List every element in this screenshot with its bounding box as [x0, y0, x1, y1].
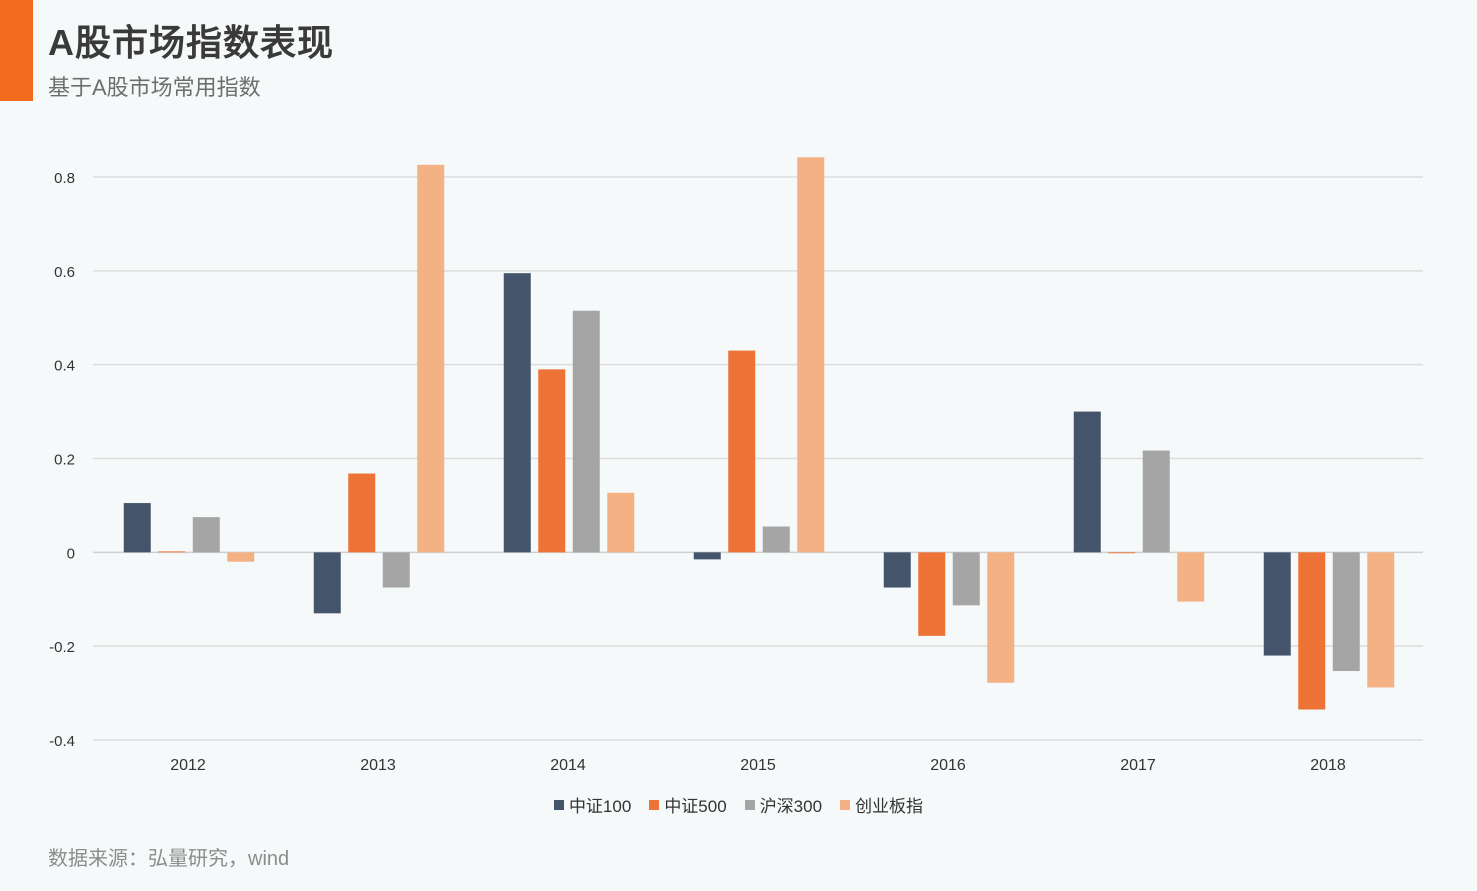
- data-source: 数据来源：弘量研究，wind: [48, 848, 290, 870]
- y-tick-label: 0: [67, 545, 75, 562]
- bar-中证500: [1108, 552, 1136, 554]
- bar-创业板指: [227, 552, 255, 562]
- bar-沪深300: [192, 517, 220, 553]
- x-tick-label: 2014: [550, 757, 586, 774]
- y-tick-label: 0.6: [54, 264, 75, 281]
- legend-swatch: [744, 799, 755, 810]
- legend-swatch: [649, 799, 660, 810]
- x-tick-label: 2018: [1310, 757, 1346, 774]
- bar-中证500: [728, 350, 756, 553]
- x-tick-label: 2016: [930, 757, 966, 774]
- legend-label: 沪深300: [759, 797, 823, 816]
- legend-item: 创业板指: [840, 792, 923, 817]
- bar-创业板指: [1177, 552, 1205, 602]
- bar-中证100: [693, 552, 721, 560]
- bar-创业板指: [1367, 552, 1395, 688]
- bar-沪深300: [1332, 552, 1360, 672]
- bar-中证100: [123, 503, 151, 553]
- bar-中证500: [918, 552, 946, 636]
- chart-subtitle: 基于A股市场常用指数: [48, 75, 261, 100]
- bar-中证100: [1073, 411, 1101, 553]
- bar-沪深300: [952, 552, 980, 606]
- bar-中证100: [1263, 552, 1291, 656]
- legend-item: 中证100: [553, 792, 632, 817]
- y-tick-label: 0.8: [54, 170, 75, 187]
- y-tick-label: -0.2: [49, 639, 75, 656]
- bar-创业板指: [797, 157, 825, 553]
- legend-label: 中证500: [664, 797, 727, 816]
- x-tick-label: 2017: [1120, 757, 1156, 774]
- chart-legend: 中证100 中证500 沪深300 创业板指: [0, 792, 1477, 817]
- legend-swatch: [840, 799, 851, 810]
- y-tick-label: 0.4: [54, 358, 75, 375]
- y-tick-label: 0.2: [54, 452, 75, 469]
- x-tick-label: 2013: [360, 757, 396, 774]
- bar-沪深300: [572, 310, 600, 553]
- accent-bar: [0, 0, 33, 101]
- legend-label: 中证100: [568, 797, 632, 816]
- y-tick-label: -0.4: [49, 733, 75, 750]
- bar-中证100: [883, 552, 911, 588]
- chart-title: A股市场指数表现: [48, 22, 334, 63]
- bar-中证500: [158, 551, 186, 553]
- legend-label: 创业板指: [855, 797, 924, 816]
- legend-item: 中证500: [649, 792, 727, 817]
- bar-创业板指: [607, 492, 635, 553]
- bar-沪深300: [382, 552, 410, 588]
- bar-中证500: [348, 473, 376, 553]
- bar-创业板指: [987, 552, 1015, 683]
- x-tick-label: 2015: [740, 757, 776, 774]
- bar-沪深300: [1142, 450, 1170, 553]
- bar-创业板指: [417, 164, 445, 553]
- bar-中证500: [1298, 552, 1326, 710]
- legend-swatch: [553, 799, 564, 810]
- x-tick-label: 2012: [170, 757, 206, 774]
- bar-中证500: [538, 369, 566, 553]
- bar-沪深300: [762, 526, 790, 553]
- legend-item: 沪深300: [744, 792, 823, 817]
- bar-中证100: [313, 552, 341, 614]
- bar-中证100: [503, 273, 531, 553]
